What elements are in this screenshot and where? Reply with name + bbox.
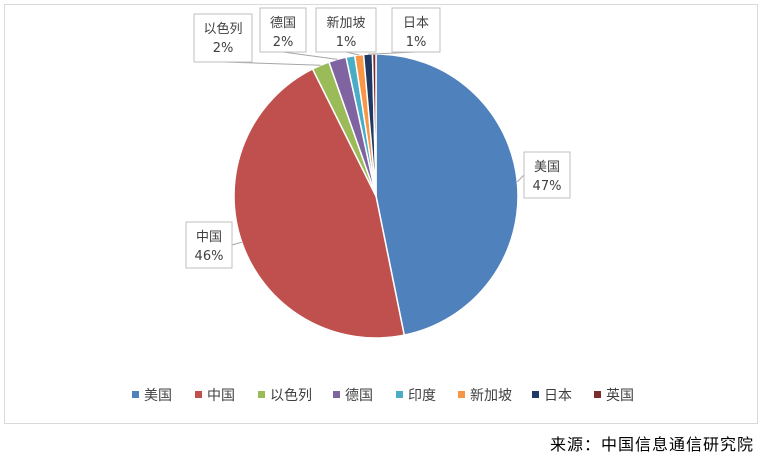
legend-item-1: 中国 bbox=[195, 388, 235, 404]
data-label-1: 中国 46% bbox=[185, 221, 242, 269]
data-label-value: 1% bbox=[406, 35, 427, 50]
pie-slice-0 bbox=[375, 53, 519, 337]
source-note: 来源：中国信息通信研究院 bbox=[549, 435, 754, 454]
legend-label: 英国 bbox=[606, 387, 634, 404]
data-label-value: 1% bbox=[336, 35, 357, 50]
legend-label: 以色列 bbox=[270, 387, 312, 404]
leader-line bbox=[516, 174, 525, 183]
data-label-value: 2% bbox=[273, 35, 294, 50]
data-label-box bbox=[193, 13, 253, 63]
data-label-category: 美国 bbox=[534, 160, 560, 175]
data-label-box bbox=[315, 7, 377, 53]
data-label-category: 以色列 bbox=[203, 21, 242, 37]
leader-line bbox=[222, 61, 321, 66]
legend-label: 印度 bbox=[408, 388, 436, 404]
legend-swatch bbox=[195, 391, 202, 398]
legend-label: 德国 bbox=[345, 388, 373, 404]
data-label-category: 德国 bbox=[270, 16, 296, 31]
data-label-category: 新加坡 bbox=[326, 15, 365, 31]
data-label-box bbox=[185, 221, 233, 269]
data-label-box bbox=[523, 151, 571, 199]
legend-swatch bbox=[132, 391, 139, 398]
legend-swatch bbox=[258, 391, 265, 398]
data-label-3: 德国 2% bbox=[259, 7, 338, 60]
data-label-box bbox=[259, 7, 307, 53]
legend-item-4: 印度 bbox=[396, 388, 436, 404]
data-label-value: 46% bbox=[195, 249, 224, 264]
data-label-6: 日本 1% bbox=[367, 7, 441, 55]
leader-line bbox=[282, 51, 338, 60]
legend-label: 新加坡 bbox=[470, 388, 512, 404]
pie-slice-1 bbox=[233, 67, 406, 339]
data-label-value: 47% bbox=[533, 179, 562, 194]
data-label-category: 日本 bbox=[403, 16, 429, 31]
legend-item-2: 以色列 bbox=[258, 387, 312, 404]
legend-item-0: 美国 bbox=[132, 388, 172, 404]
legend-swatch bbox=[458, 391, 465, 398]
legend-swatch bbox=[333, 391, 340, 398]
data-label-box bbox=[391, 7, 441, 53]
legend: 美国 中国 以色列 德国 印度 新加坡 日本 英国 bbox=[132, 387, 634, 404]
data-label-category: 中国 bbox=[196, 230, 222, 245]
legend-item-5: 新加坡 bbox=[458, 388, 512, 404]
legend-item-3: 德国 bbox=[333, 388, 373, 404]
legend-item-7: 英国 bbox=[594, 387, 634, 404]
legend-item-6: 日本 bbox=[532, 388, 572, 404]
pie-slices bbox=[233, 53, 519, 339]
legend-label: 日本 bbox=[544, 388, 572, 404]
data-label-2: 以色列 2% bbox=[193, 13, 321, 66]
legend-swatch bbox=[396, 391, 403, 398]
legend-swatch bbox=[594, 391, 601, 398]
legend-label: 中国 bbox=[207, 388, 235, 404]
chart-frame bbox=[4, 4, 758, 424]
data-label-0: 美国 47% bbox=[516, 151, 571, 199]
leader-line bbox=[345, 51, 360, 56]
legend-swatch bbox=[532, 391, 539, 398]
data-label-value: 2% bbox=[213, 41, 234, 56]
leader-line bbox=[231, 241, 242, 246]
data-label-5: 新加坡 1% bbox=[315, 7, 377, 56]
legend-label: 美国 bbox=[144, 388, 172, 404]
data-labels: 美国 47% 中国 46% 以色列 2% 德国 2% 新加坡 1% 日本 1% bbox=[185, 7, 571, 269]
